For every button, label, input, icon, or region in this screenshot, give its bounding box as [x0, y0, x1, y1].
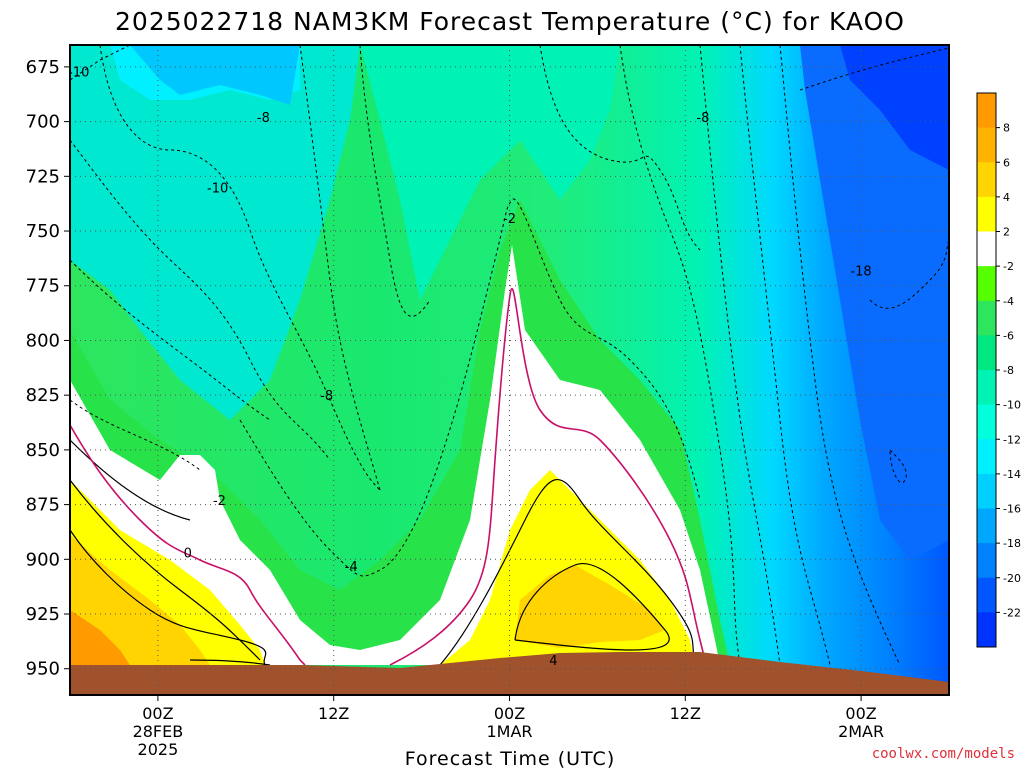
x-tick-label: 2025 — [138, 740, 179, 759]
colorbar-swatch — [977, 300, 996, 336]
colorbar-label: -18 — [1003, 537, 1021, 550]
grid — [70, 45, 949, 695]
contour-label: 4 — [549, 654, 557, 669]
y-tick-label: 725 — [26, 166, 60, 187]
colorbar-swatch — [977, 543, 996, 579]
y-tick-label: 750 — [26, 221, 60, 242]
colorbar-label: -2 — [1003, 260, 1014, 273]
y-tick-label: 800 — [26, 330, 60, 351]
solid-isotherms — [70, 439, 696, 666]
y-tick-label: 900 — [26, 549, 60, 570]
colorbar-label: 6 — [1003, 156, 1010, 169]
colorbar-label: -10 — [1003, 399, 1021, 412]
cold-pocket-mid — [360, 45, 620, 300]
colorbar-swatch — [977, 404, 996, 440]
colorbar-swatch — [977, 162, 996, 198]
x-tick-label: 12Z — [670, 704, 701, 723]
colorbar-label: -6 — [1003, 329, 1014, 342]
x-tick-label: 2MAR — [838, 722, 884, 741]
y-tick-label: 700 — [26, 112, 60, 133]
x-tick-label: 00Z — [845, 704, 876, 723]
y-tick-label: 925 — [26, 604, 60, 625]
colorbar-swatch — [977, 473, 996, 509]
cold-pocket-upper-left-core — [130, 45, 300, 105]
y-axis: 675 700 725 750 775 800 825 850 875 900 925 950 — [26, 57, 70, 680]
colorbar-label: 2 — [1003, 226, 1010, 239]
contour-labels: -10 -8 -10 -2 -8 -18 -8 -2 0 -4 4 — [68, 65, 872, 669]
contour-label: -8 — [320, 389, 333, 404]
colorbar-label: -20 — [1003, 572, 1021, 585]
colorbar: 8 6 4 2 -2 -4 -6 -8 -10 -12 -14 -16 -18 -20 -22 — [976, 92, 1021, 648]
colorbar-label: 4 — [1003, 191, 1010, 204]
cold-core-right — [800, 45, 949, 560]
warm-wedge-mid-core — [515, 565, 665, 648]
colorbar-label: -12 — [1003, 433, 1021, 446]
colorbar-swatch — [977, 196, 996, 232]
x-tick-label: 00Z — [494, 704, 525, 723]
colorbar-label: -14 — [1003, 468, 1021, 481]
contour-label: -4 — [345, 560, 358, 575]
colorbar-swatch — [977, 439, 996, 475]
warm-wedge-left-core — [70, 610, 130, 665]
credit-text: coolwx.com/models — [872, 746, 1015, 762]
x-tick-label: 12Z — [318, 704, 349, 723]
warm-wedge-left-inner — [70, 535, 210, 665]
dashed-isotherms — [70, 45, 949, 666]
y-tick-label: 850 — [26, 440, 60, 461]
colorbar-swatch — [977, 335, 996, 371]
colorbar-swatch — [977, 612, 996, 648]
colorbar-label: -22 — [1003, 606, 1021, 619]
x-tick-label: 00Z — [142, 704, 173, 723]
y-tick-label: 950 — [26, 659, 60, 680]
contour-label: -10 — [207, 181, 228, 196]
y-tick-label: 675 — [26, 57, 60, 78]
cold-core-right-deep — [840, 45, 949, 170]
colorbar-label: -8 — [1003, 364, 1014, 377]
colorbar-swatch — [977, 266, 996, 302]
contour-label: -10 — [68, 65, 89, 80]
y-tick-label: 825 — [26, 385, 60, 406]
colorbar-swatch — [977, 508, 996, 544]
terrain — [70, 652, 949, 695]
contour-label: -8 — [257, 111, 270, 126]
freezing-isotherm — [70, 287, 708, 667]
x-tick-label: 1MAR — [486, 722, 532, 741]
colorbar-label: 8 — [1003, 122, 1010, 135]
contour-label: 0 — [184, 547, 192, 562]
y-tick-label: 775 — [26, 276, 60, 297]
y-tick-label: 875 — [26, 495, 60, 516]
colorbar-label: -16 — [1003, 503, 1021, 516]
contour-label: -8 — [696, 111, 709, 126]
x-axis-title: Forecast Time (UTC) — [405, 748, 615, 768]
colorbar-label: -4 — [1003, 295, 1014, 308]
x-tick-label: 28FEB — [133, 722, 184, 741]
colorbar-swatch — [977, 577, 996, 613]
plot-area: -10 -8 -10 -2 -8 -18 -8 -2 0 -4 4 — [68, 45, 949, 695]
colorbar-swatch — [977, 127, 996, 163]
chart-title: 2025022718 NAM3KM Forecast Temperature (… — [115, 7, 905, 36]
contour-label: -18 — [850, 264, 871, 279]
colorbar-swatch — [977, 93, 996, 129]
colorbar-swatch — [977, 370, 996, 406]
contour-label: -2 — [503, 212, 516, 227]
cold-pocket-upper-left — [70, 45, 360, 420]
colorbar-swatch — [977, 231, 996, 267]
contour-label: -2 — [213, 494, 226, 509]
